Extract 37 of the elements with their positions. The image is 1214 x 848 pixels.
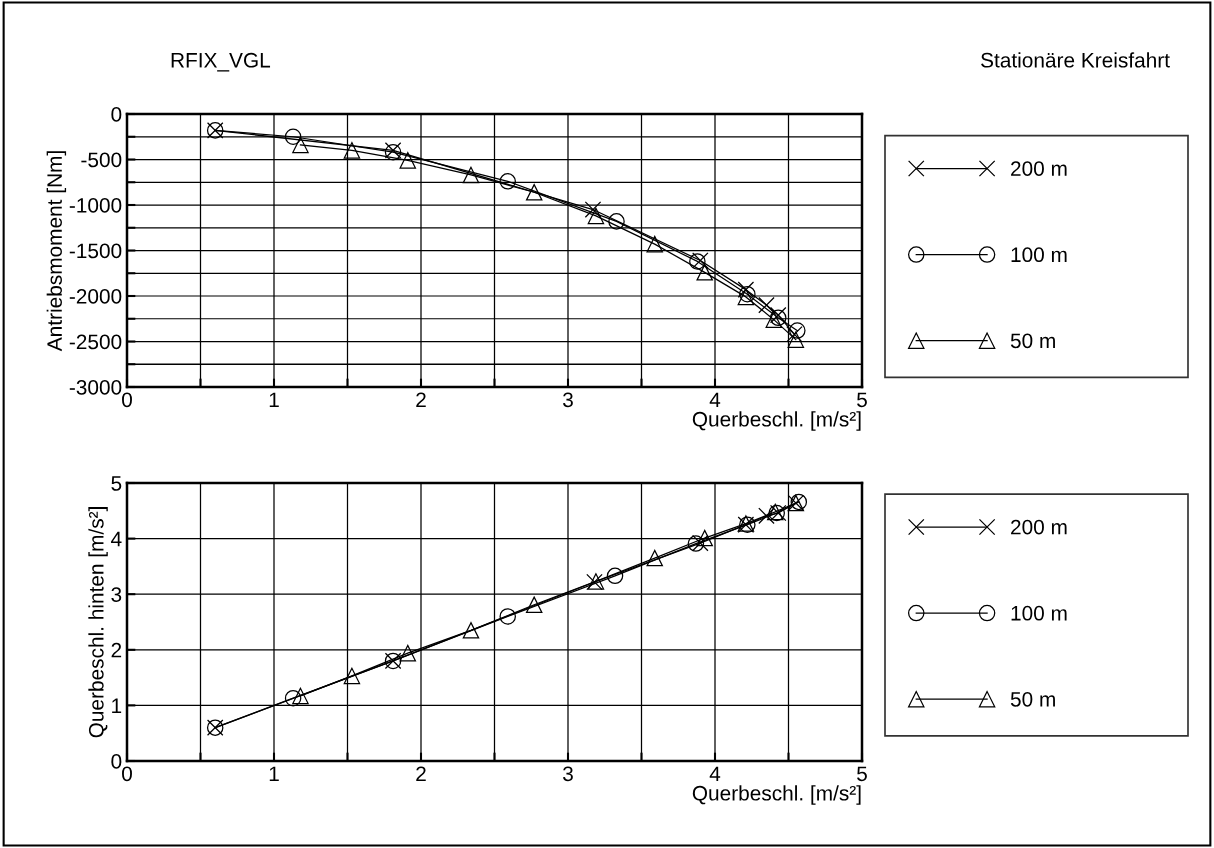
x-tick-label: 2 — [416, 766, 426, 781]
y-tick-label: 4 — [111, 531, 122, 547]
text: RFIX_VGL — [171, 52, 271, 72]
x-tick-label: 0 — [122, 392, 132, 408]
y-tick-label: -1000 — [69, 198, 122, 213]
y-tick-label: 2 — [111, 642, 122, 658]
y-tick-label: 0 — [111, 754, 122, 769]
x-tick-label: 5 — [857, 766, 867, 782]
x-tick-label: 2 — [416, 392, 426, 407]
x-tick-label: 5 — [857, 392, 867, 408]
legend-label: 200 m — [1011, 519, 1067, 535]
y-axis-title: Antriebsmoment [Nm] — [46, 151, 67, 352]
y-tick-label: -3000 — [69, 380, 122, 395]
legend-label: 50 m — [1010, 333, 1055, 349]
legend-label: 100 m — [1011, 247, 1067, 263]
x-tick-label: 1 — [269, 392, 279, 407]
x-tick-label: 4 — [709, 766, 721, 781]
y-axis-title: Querbeschl. hinten [m/s²] — [88, 507, 108, 738]
y-tick-label: -500 — [81, 152, 122, 168]
x-axis-title: Querbeschl. [m/s²] — [692, 411, 861, 431]
x-tick-label: 3 — [563, 392, 573, 408]
x-tick-label: 0 — [122, 766, 132, 782]
y-tick-label: -2000 — [69, 289, 122, 304]
x-tick-label: 4 — [709, 392, 721, 407]
y-tick-label: 3 — [111, 587, 122, 602]
y-tick-label: 1 — [112, 698, 122, 713]
text: Stationäre Kreisfahrt — [981, 52, 1170, 68]
legend-label: 50 m — [1010, 691, 1055, 707]
y-tick-label: 5 — [111, 476, 122, 491]
x-tick-label: 3 — [563, 766, 573, 782]
legend-label: 200 m — [1011, 161, 1067, 177]
x-tick-label: 1 — [269, 766, 279, 781]
y-tick-label: -1500 — [69, 243, 122, 259]
x-axis-title: Querbeschl. [m/s²] — [692, 785, 861, 805]
y-tick-label: 0 — [111, 107, 122, 122]
legend-label: 100 m — [1011, 605, 1067, 621]
y-tick-label: -2500 — [69, 334, 122, 350]
